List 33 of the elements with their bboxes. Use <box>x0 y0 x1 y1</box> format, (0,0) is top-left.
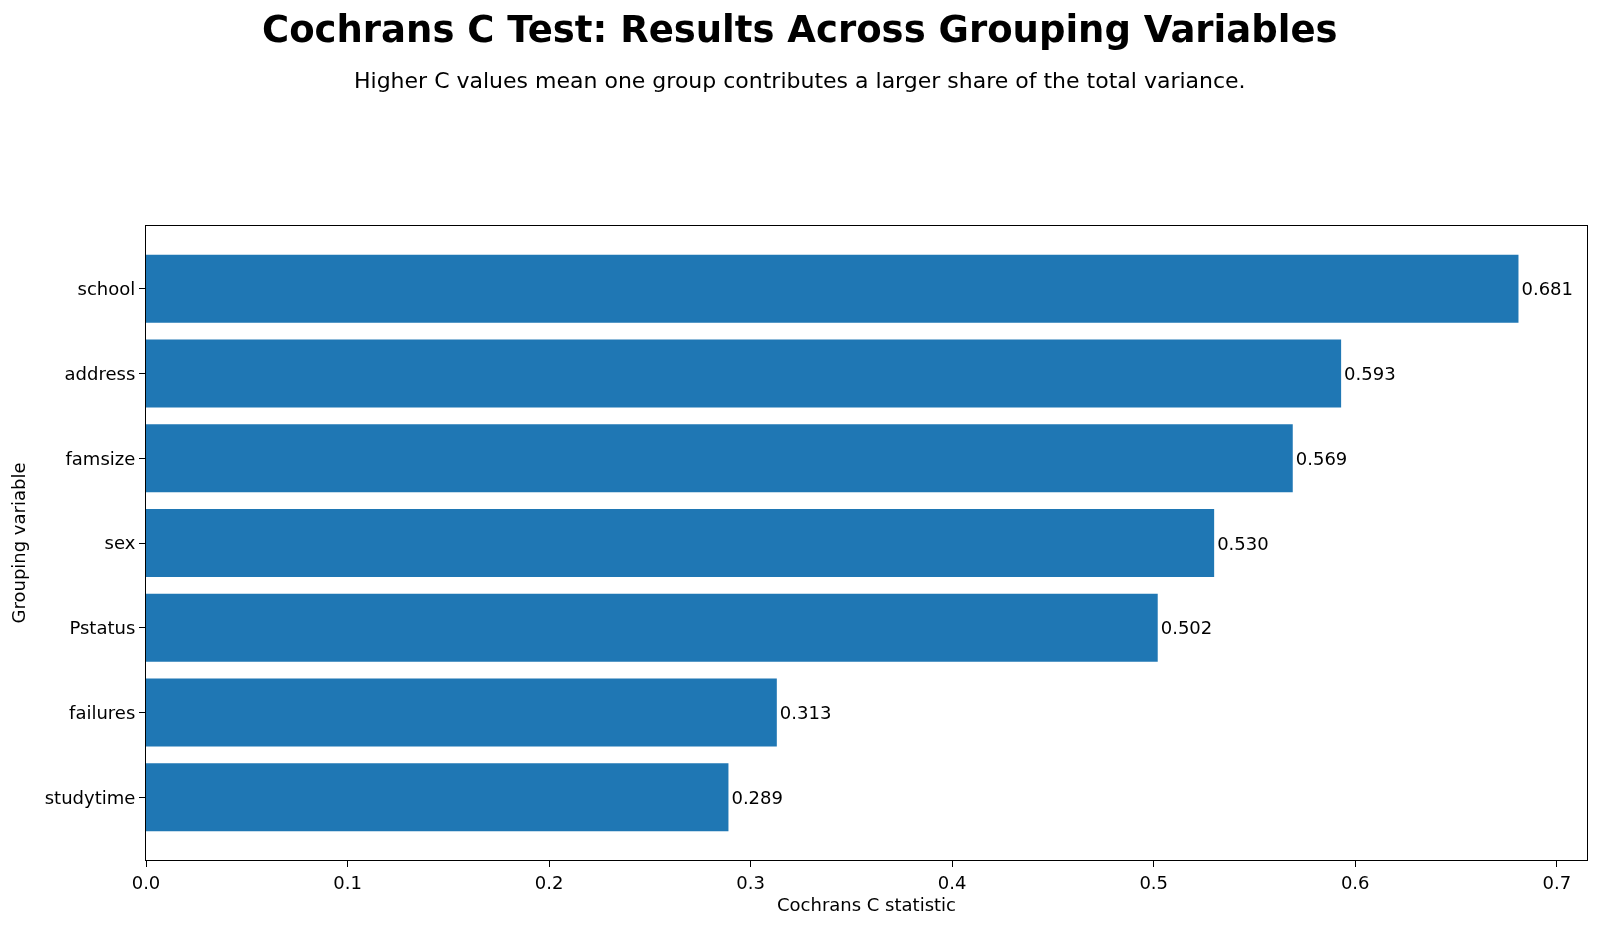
data-label: 0.289 <box>731 786 783 808</box>
x-tick-label: 0.2 <box>534 871 564 893</box>
bar <box>146 339 1342 408</box>
x-tick-label: 0.7 <box>1542 871 1572 893</box>
y-tick-label: famsize <box>65 447 136 469</box>
x-tick-label: 0.4 <box>937 871 967 893</box>
data-label: 0.530 <box>1217 532 1269 554</box>
y-tick-label: failures <box>69 701 136 723</box>
data-label: 0.313 <box>779 702 832 724</box>
x-tick-label: 0.3 <box>736 871 765 893</box>
y-tick-label: address <box>64 362 136 384</box>
data-label: 0.593 <box>1344 362 1396 384</box>
y-axis-title: Grouping variable <box>7 462 29 624</box>
y-tick-label: Pstatus <box>69 617 136 639</box>
data-label: 0.681 <box>1521 278 1574 300</box>
bar <box>146 254 1519 323</box>
x-tick-label: 0.0 <box>131 871 161 893</box>
chart-title: Cochrans C Test: Results Across Grouping Variables <box>262 8 1338 51</box>
y-tick-label: school <box>77 278 136 300</box>
x-axis-title: Cochrans C statistic <box>777 893 956 915</box>
bar <box>146 509 1215 577</box>
y-tick-label: sex <box>104 532 136 554</box>
bar <box>146 678 777 747</box>
chart-subtitle: Higher C values mean one group contributes a larger share of the total variance. <box>354 68 1246 93</box>
x-tick-label: 0.6 <box>1340 871 1370 893</box>
y-tick-label: studytime <box>44 786 136 808</box>
bar <box>146 593 1158 662</box>
bar <box>146 424 1293 493</box>
bar <box>146 763 729 832</box>
data-label: 0.502 <box>1160 617 1213 639</box>
x-tick-label: 0.5 <box>1139 871 1169 893</box>
data-label: 0.569 <box>1295 447 1348 469</box>
x-tick-label: 0.1 <box>333 871 362 893</box>
